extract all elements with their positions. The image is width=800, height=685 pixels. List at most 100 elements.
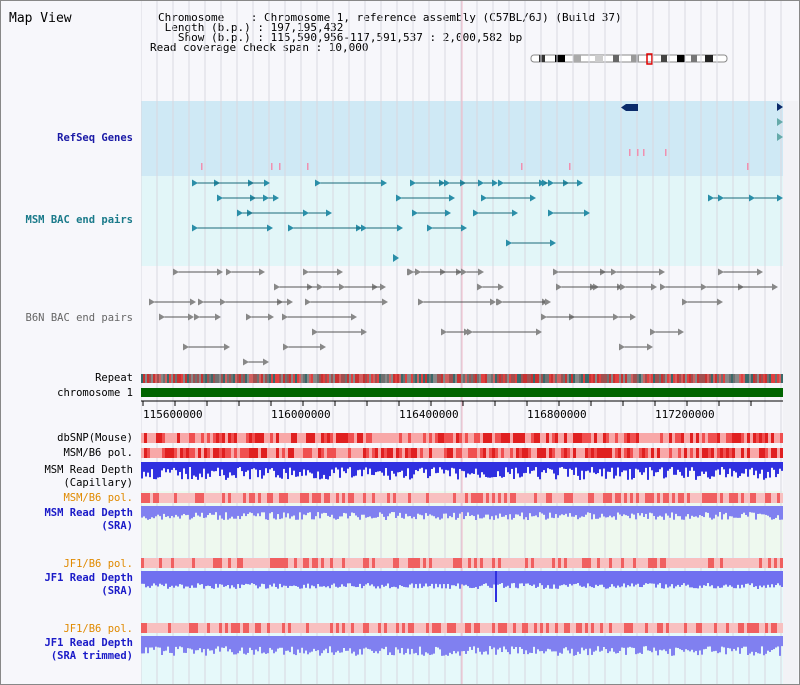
- depth-bar: [555, 462, 557, 480]
- depth-bar: [141, 506, 143, 518]
- heat-cell: [639, 433, 642, 443]
- heat-cell: [627, 493, 630, 503]
- heat-cell: [363, 623, 366, 633]
- bac-end: [317, 283, 323, 291]
- heat-cell: [699, 623, 702, 633]
- depth-bar: [315, 636, 317, 652]
- heat-cell: [663, 433, 666, 443]
- repeat-segment: [573, 374, 575, 383]
- depth-bar: [373, 506, 375, 518]
- depth-bar: [489, 571, 491, 588]
- depth-bar: [311, 506, 313, 520]
- depth-bar: [655, 571, 657, 588]
- depth-bar: [587, 636, 589, 656]
- repeat-segment: [155, 374, 157, 383]
- depth-bar: [643, 636, 645, 647]
- heat-cell: [300, 623, 303, 633]
- heat-cell: [231, 493, 234, 503]
- heat-cell: [540, 623, 543, 633]
- depth-bar: [345, 571, 347, 587]
- depth-bar: [323, 571, 325, 587]
- repeat-segment: [247, 374, 249, 383]
- heat-cell: [636, 448, 639, 458]
- depth-bar: [177, 571, 179, 587]
- depth-bar: [457, 571, 459, 584]
- heat-cell: [633, 448, 636, 458]
- depth-bar: [401, 636, 403, 648]
- depth-bar: [555, 636, 557, 652]
- depth-bar: [585, 506, 587, 515]
- depth-bar: [331, 571, 333, 585]
- bac-end: [149, 298, 155, 306]
- heat-cell: [621, 493, 624, 503]
- depth-bar: [579, 506, 581, 518]
- heat-cell: [252, 433, 255, 443]
- heat-cell: [423, 558, 426, 568]
- depth-bar: [719, 506, 721, 513]
- depth-bar: [495, 462, 497, 478]
- depth-bar: [447, 462, 449, 471]
- depth-bar: [611, 462, 613, 468]
- depth-bar: [213, 571, 215, 589]
- repeat-segment: [147, 374, 149, 383]
- depth-bar: [489, 506, 491, 520]
- depth-bar: [147, 636, 149, 654]
- depth-bar: [475, 506, 477, 520]
- depth-bar: [335, 462, 337, 468]
- chromosome-ideogram[interactable]: [529, 52, 729, 66]
- depth-bar: [277, 571, 279, 589]
- depth-bar: [595, 462, 597, 475]
- depth-bar: [629, 506, 631, 519]
- bac-end: [548, 209, 554, 217]
- depth-bar: [683, 636, 685, 652]
- depth-bar: [327, 571, 329, 587]
- heat-cell: [519, 448, 522, 458]
- heat-cell: [522, 623, 525, 633]
- heat-cell: [516, 448, 519, 458]
- depth-bar: [249, 636, 251, 648]
- bac-end: [473, 209, 479, 217]
- heat-cell: [258, 623, 261, 633]
- depth-bar: [145, 636, 147, 648]
- depth-bar: [705, 506, 707, 513]
- heat-cell: [498, 433, 501, 443]
- depth-bar: [535, 506, 537, 516]
- heat-cell: [720, 448, 723, 458]
- depth-bar: [695, 571, 697, 589]
- depth-bar: [495, 506, 497, 516]
- depth-bar: [467, 636, 469, 651]
- depth-bar: [669, 462, 671, 469]
- depth-bar: [587, 506, 589, 513]
- depth-bar: [445, 571, 447, 589]
- depth-bar: [295, 462, 297, 477]
- repeat-segment: [647, 374, 649, 383]
- depth-bar: [519, 636, 521, 648]
- repeat-segment: [713, 374, 715, 383]
- heat-cell: [504, 558, 507, 568]
- depth-bar: [593, 636, 595, 652]
- heat-cell: [177, 493, 180, 503]
- heat-cell: [243, 623, 246, 633]
- depth-bar: [281, 506, 283, 519]
- heat-cell: [405, 433, 408, 443]
- depth-bar: [539, 462, 541, 480]
- heat-cell: [600, 493, 603, 503]
- depth-bar: [163, 506, 165, 514]
- repeat-segment: [333, 374, 335, 383]
- depth-bar: [667, 506, 669, 516]
- heat-cell: [606, 493, 609, 503]
- depth-bar: [277, 462, 279, 476]
- genome-tracks[interactable]: [141, 1, 783, 685]
- depth-bar: [527, 571, 529, 584]
- depth-bar: [539, 571, 541, 584]
- depth-bar: [605, 462, 607, 479]
- heat-cell: [207, 448, 210, 458]
- depth-bar: [427, 462, 429, 479]
- depth-bar: [253, 506, 255, 516]
- heat-cell: [540, 558, 543, 568]
- depth-bar: [341, 571, 343, 585]
- depth-bar: [189, 571, 191, 589]
- repeat-segment: [383, 374, 385, 383]
- depth-bar: [639, 636, 641, 653]
- heat-cell: [351, 433, 354, 443]
